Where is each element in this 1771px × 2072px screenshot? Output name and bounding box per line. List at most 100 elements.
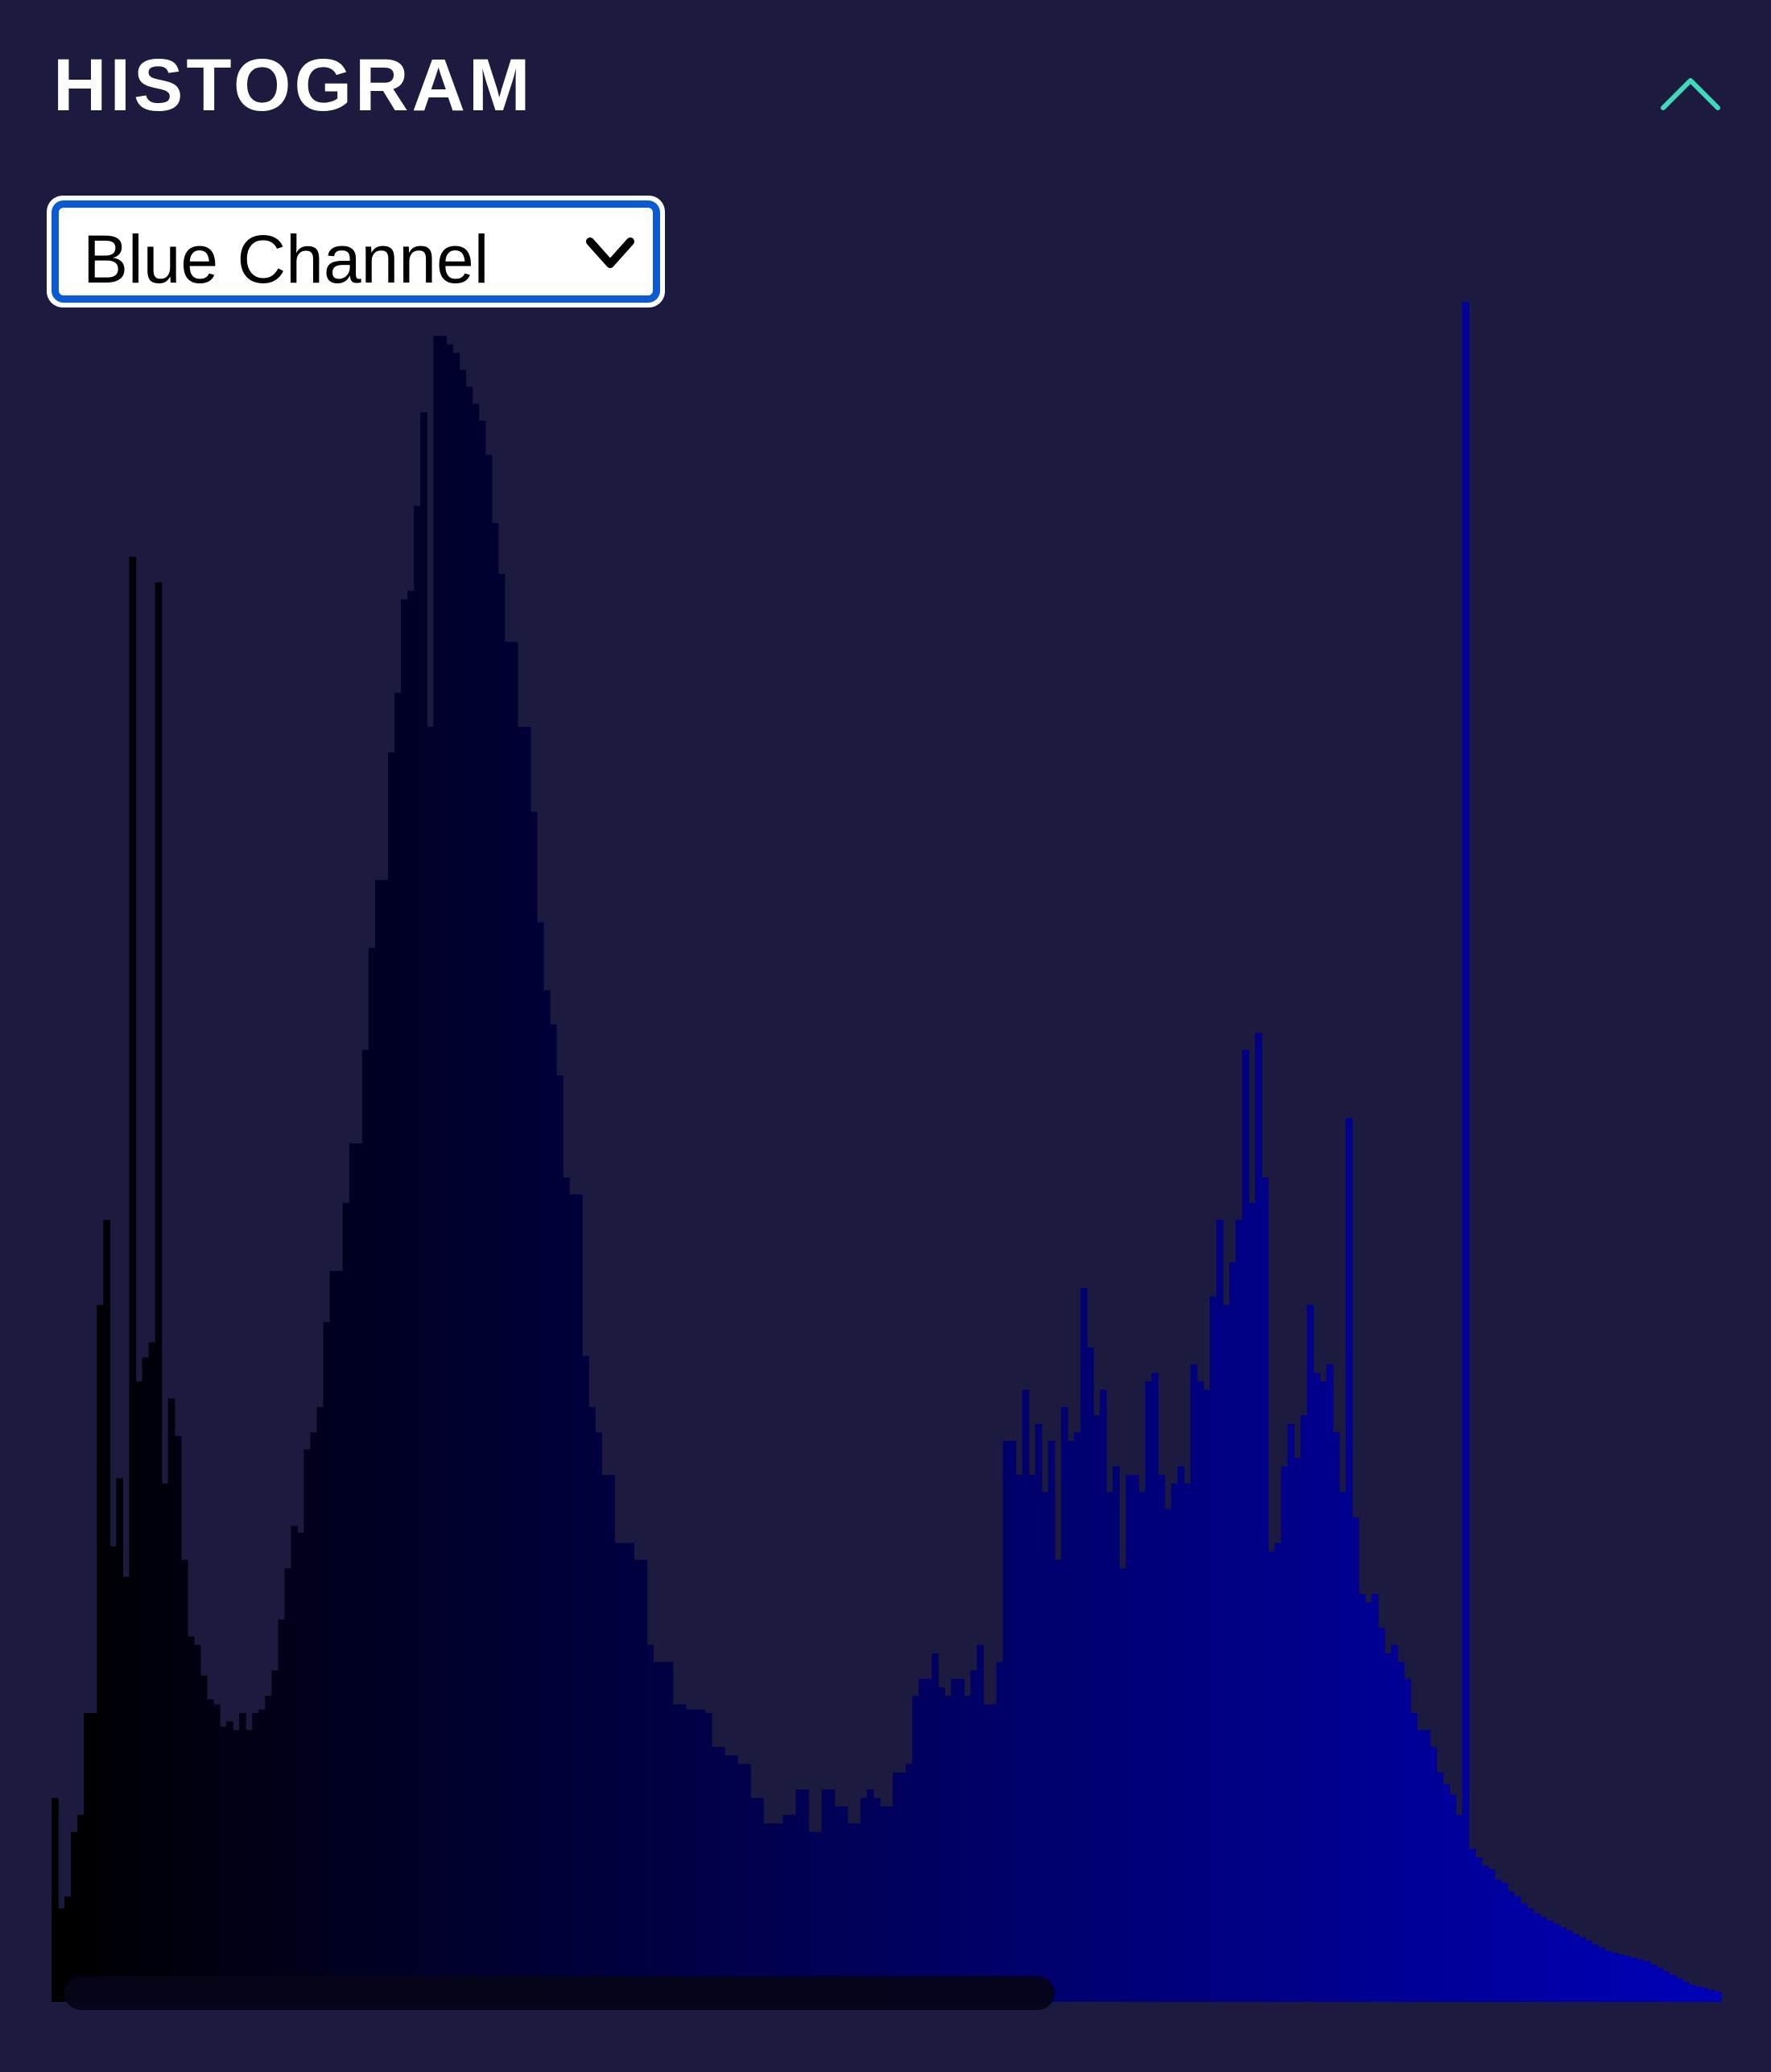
histogram-bar (1294, 1458, 1302, 2002)
histogram-bar (1526, 1908, 1534, 2002)
histogram-bar (530, 811, 538, 2002)
histogram-bar (1585, 1940, 1592, 2002)
histogram-bar (828, 1789, 836, 2002)
histogram-bar (569, 1194, 576, 2002)
histogram-bar (556, 1075, 564, 2002)
panel-title: HISTOGRAM (53, 44, 534, 126)
histogram-bar (1242, 1050, 1249, 2002)
histogram-bar (472, 403, 480, 2003)
histogram-bar (1494, 1879, 1502, 2002)
histogram-bar (1015, 1475, 1023, 2002)
histogram-bar (187, 1636, 195, 2002)
histogram-bar (1611, 1952, 1618, 2002)
histogram-bar (970, 1670, 978, 2002)
histogram-bar (1158, 1475, 1166, 2002)
histogram-bar (200, 1675, 208, 2002)
histogram-bar (912, 1695, 919, 2002)
histogram-bar (1047, 1441, 1055, 2002)
histogram-bar (614, 1542, 622, 2002)
histogram-bar (1034, 1423, 1042, 2002)
histogram-bar (316, 1406, 324, 2002)
histogram-bar (1190, 1364, 1198, 2002)
chevron-down-icon (586, 237, 634, 268)
histogram-bar (1339, 1492, 1347, 2002)
histogram-bar (1688, 1984, 1696, 2002)
histogram-bar (1113, 1466, 1120, 2002)
histogram-bar (523, 727, 531, 2002)
histogram-bar (1410, 1712, 1418, 2002)
histogram-bar (925, 1678, 932, 2002)
histogram-bar (549, 1024, 557, 2002)
histogram-bar (1637, 1959, 1645, 2002)
collapse-button[interactable] (1658, 64, 1723, 121)
histogram-bar (873, 1798, 881, 2002)
histogram-bar (84, 1712, 91, 2002)
histogram-bar (763, 1823, 770, 2002)
histogram-bar (711, 1747, 719, 2002)
histogram-bar (860, 1798, 868, 2002)
histogram-bar (983, 1704, 991, 2002)
histogram-bar (414, 506, 421, 2003)
histogram-bar (1364, 1602, 1373, 2002)
histogram-bar (717, 1747, 725, 2002)
histogram-bar (1332, 1432, 1340, 2002)
histogram-bar (1391, 1645, 1398, 2002)
histogram-bar (1475, 1857, 1483, 2002)
histogram-bar (226, 1721, 233, 2002)
histogram-bar (220, 1726, 227, 2002)
histogram-bar (944, 1695, 952, 2002)
histogram-bar (536, 922, 544, 2002)
histogram-bar (906, 1764, 913, 2002)
histogram-bar (1151, 1372, 1159, 2002)
histogram-bar (517, 727, 525, 2002)
histogram-bar (679, 1704, 687, 2002)
histogram-bar (52, 1798, 59, 2002)
histogram-bar (1617, 1954, 1625, 2002)
histogram-bar (1714, 1992, 1722, 2002)
histogram-bar (193, 1645, 201, 2002)
histogram-bar (601, 1475, 609, 2002)
histogram-bar (1261, 1177, 1269, 2002)
histogram-bar (789, 1814, 797, 2002)
histogram-bar (1624, 1955, 1632, 2002)
histogram-bar (1229, 1262, 1236, 2002)
channel-select-box: Blue Channel (52, 200, 660, 303)
histogram-bar (349, 1143, 357, 2002)
histogram-bar (1177, 1466, 1185, 2002)
histogram-bar (284, 1568, 292, 2002)
histogram-bar (640, 1559, 648, 2002)
histogram-bar (1443, 1784, 1450, 2002)
histogram-bar (1695, 1986, 1703, 2002)
histogram-bar (1196, 1381, 1204, 2002)
histogram-bar (252, 1712, 259, 2002)
histogram-bar (465, 386, 473, 2003)
histogram-bar (989, 1704, 997, 2002)
histogram-bar (1468, 1848, 1476, 2002)
histogram-scrollbar[interactable] (64, 1976, 1055, 2010)
histogram-bar (394, 692, 402, 2002)
histogram-bar (750, 1798, 758, 2002)
channel-select[interactable]: Blue Channel (47, 196, 665, 307)
histogram-bar (459, 369, 467, 2003)
histogram-bar (1183, 1483, 1191, 2002)
histogram-bar (757, 1798, 764, 2002)
histogram-bar (174, 1435, 182, 2002)
histogram-bar (504, 642, 512, 2002)
histogram-bar (1132, 1475, 1140, 2002)
histogram-bar (608, 1475, 615, 2002)
histogram-bar (919, 1678, 926, 2002)
histogram-bar (782, 1814, 791, 2002)
histogram-bar (964, 1695, 972, 2002)
histogram-bar (452, 353, 460, 2003)
histogram-bar (1138, 1492, 1146, 2002)
histogram-bar (698, 1709, 706, 2002)
histogram-bar (303, 1449, 312, 2002)
histogram-bar (233, 1730, 240, 2002)
histogram-bar (77, 1814, 85, 2002)
histogram-bar (691, 1709, 700, 2002)
histogram-bar (478, 420, 486, 2002)
histogram-bar (744, 1764, 751, 2002)
histogram-bar (374, 880, 382, 2002)
histogram-bar (879, 1806, 887, 2002)
histogram-bar (1055, 1559, 1062, 2002)
